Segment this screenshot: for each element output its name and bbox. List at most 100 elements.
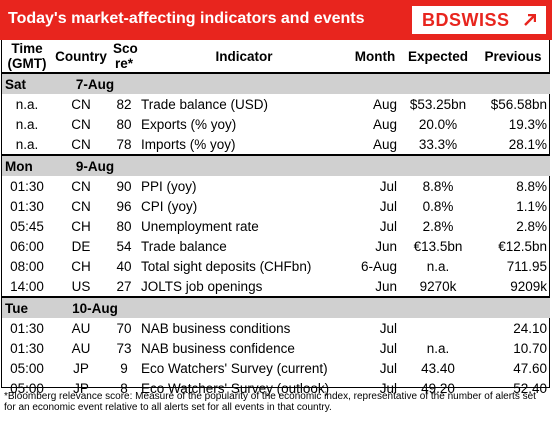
cell-month: Jul [379,380,397,396]
cell-expected: 20.0% [418,116,458,132]
cell-expected: 9270k [419,278,457,294]
cell-country: AU [71,340,91,356]
cell-time: 05:00 [10,360,44,376]
cell-country: JP [73,380,89,396]
cell-indicator: Eco Watchers' Survey (outlook) [141,380,330,396]
cell-month: Jul [379,198,397,214]
table-row: 05:45 CH 80 Unemployment rate Jul 2.8% 2.8% [2,216,550,236]
cell-previous: 8.8% [516,178,547,194]
col-country: Country [55,48,107,64]
table-row: 01:30 CN 96 CPI (yoy) Jul 0.8% 1.1% [2,196,550,216]
cell-expected: n.a. [426,340,450,356]
cell-indicator: NAB business conditions [141,320,291,336]
cell-previous: 9209k [510,278,547,294]
cell-expected: 33.3% [418,136,458,152]
cell-score: 54 [116,238,132,254]
cell-expected: 43.40 [421,360,455,376]
cell-previous: 10.70 [513,340,547,356]
cell-previous: 19.3% [508,116,547,132]
cell-indicator: Eco Watchers' Survey (current) [141,360,328,376]
table-row: n.a. CN 78 Imports (% yoy) Aug 33.3% 28.1% [2,134,550,155]
cell-time: n.a. [15,96,39,112]
day-header-row: Sat 7-Aug [2,72,550,94]
cell-month: Aug [372,116,397,132]
cell-previous: 711.95 [506,258,547,274]
day-name: Mon [2,154,52,176]
cell-month: Jul [379,340,397,356]
cell-indicator: Unemployment rate [141,218,259,234]
cell-country: CH [71,218,91,234]
day-header-row: Mon 9-Aug [2,154,550,176]
day-filler [138,154,550,176]
cell-score: 70 [116,320,132,336]
cell-month: Aug [372,136,397,152]
cell-country: CN [71,136,91,152]
cell-previous: 1.1% [516,198,547,214]
col-previous: Previous [484,48,542,64]
cell-score: 80 [116,218,132,234]
col-indicator: Indicator [215,48,273,64]
logo-arrow-icon [524,14,536,26]
cell-previous: 2.8% [516,218,547,234]
cell-time: n.a. [15,116,39,132]
cell-score: 27 [116,278,132,294]
cell-month: Jul [379,320,397,336]
table-frame [1,40,550,388]
cell-country: CN [71,178,91,194]
cell-indicator: Trade balance [141,238,227,254]
cell-expected [400,318,476,338]
cell-time: 01:30 [10,340,44,356]
cell-indicator: Total sight deposits (CHFbn) [141,258,312,274]
day-date: 9-Aug [52,154,138,176]
footnote: *Bloomberg relevance score: Measure of t… [4,391,536,413]
cell-month: Aug [372,96,397,112]
cell-time: 01:30 [10,198,44,214]
cell-month: Jun [375,278,397,294]
cell-score: 82 [116,96,132,112]
cell-expected: 49.20 [421,380,455,396]
cell-country: CN [71,96,91,112]
cell-time: 06:00 [10,238,44,254]
day-name: Tue [2,296,52,318]
col-time: Time (GMT) [7,41,47,71]
table-row: 01:30 AU 70 NAB business conditions Jul 24.10 [2,318,550,338]
day-date: 10-Aug [52,296,138,318]
day-filler [138,72,550,94]
cell-time: 08:00 [10,258,44,274]
table-row: 01:30 CN 90 PPI (yoy) Jul 8.8% 8.8% [2,176,550,196]
cell-score: 90 [116,178,132,194]
cell-expected: €13.5bn [413,238,463,254]
cell-country: CN [71,198,91,214]
cell-month: Jul [379,360,397,376]
table-row: 05:00 JP 8 Eco Watchers' Survey (outlook) Ju… [2,378,550,398]
cell-score: 96 [116,198,132,214]
cell-month: Jul [379,178,397,194]
cell-month: Jun [375,238,397,254]
col-month: Month [354,48,396,64]
cell-indicator: Trade balance (USD) [141,96,269,112]
table-row: 06:00 DE 54 Trade balance Jun €13.5bn €12.5bn [2,236,550,256]
cell-previous: €12.5bn [498,238,547,254]
cell-indicator: PPI (yoy) [141,178,197,194]
table-row: 01:30 AU 73 NAB business confidence Jul n.a. 1… [2,338,550,358]
cell-expected: $53.25bn [409,96,467,112]
cell-country: AU [71,320,91,336]
cell-expected: 8.8% [422,178,454,194]
cell-expected: 2.8% [422,218,454,234]
cell-score: 8 [120,380,128,396]
cell-indicator: Imports (% yoy) [141,136,236,152]
cell-time: 05:45 [10,218,44,234]
cell-previous: 52.40 [513,380,547,396]
cell-indicator: JOLTS job openings [141,278,263,294]
cell-previous: $56.58bn [490,96,547,112]
cell-score: 73 [116,340,132,356]
header-row: Time (GMT) Country Sco re* Indicator Mon… [2,40,550,73]
cell-indicator: Exports (% yoy) [141,116,237,132]
table-row: 05:00 JP 9 Eco Watchers' Survey (current) Ju… [2,358,550,378]
logo-text: BDSWISS [422,10,510,30]
cell-time: 14:00 [10,278,44,294]
cell-score: 9 [120,360,128,376]
day-filler [138,296,550,318]
cell-time: 01:30 [10,178,44,194]
cell-country: DE [71,238,91,254]
